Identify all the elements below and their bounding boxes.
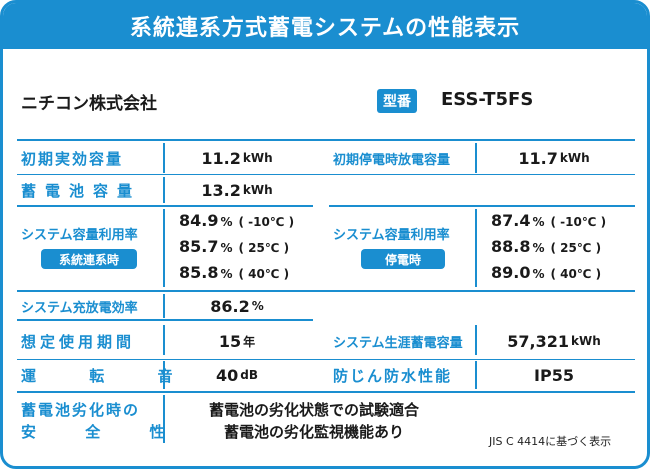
safety-value-line1: 蓄電池の劣化状態での試験適合 xyxy=(208,401,419,419)
noise-unit: dB xyxy=(240,368,258,382)
initial-outage-capacity-unit: kWh xyxy=(559,151,590,165)
divider-row1 xyxy=(17,174,635,175)
lifetime-storage-number: 57,321 xyxy=(507,331,569,351)
pct-value: 87.4 xyxy=(491,211,531,230)
safety-label-line2: 安 全 性 xyxy=(21,422,187,441)
utilization-grid-entry: 84.9% ( -10℃ ) xyxy=(179,211,294,230)
waterproof-label: 防じん防水性能 xyxy=(333,366,453,385)
utilization-outage-entry: 88.8% ( 25℃ ) xyxy=(491,237,601,256)
pct-value: 84.9 xyxy=(179,211,219,230)
initial-capacity-unit: kWh xyxy=(242,151,273,165)
battery-capacity-number: 13.2 xyxy=(201,180,241,200)
pct-unit: % xyxy=(532,241,545,255)
expected-period-value: 15 年 xyxy=(167,325,307,357)
pct-value: 89.0 xyxy=(491,263,531,282)
divider-row2-left xyxy=(17,205,313,207)
safety-value: 蓄電池の劣化状態での試験適合 蓄電池の劣化監視機能あり xyxy=(179,399,449,443)
vdivider xyxy=(475,361,477,389)
pct-unit: % xyxy=(220,215,233,229)
utilization-outage-entry: 87.4% ( -10℃ ) xyxy=(491,211,606,230)
noise-number: 40 xyxy=(215,365,239,385)
vdivider xyxy=(163,294,165,318)
vdivider xyxy=(163,143,165,173)
pct-value: 88.8 xyxy=(491,237,531,256)
temp-condition: ( 40℃ ) xyxy=(550,267,602,281)
vdivider xyxy=(163,395,165,443)
efficiency-value: 86.2% xyxy=(167,293,307,319)
initial-outage-capacity-value: 11.7 kWh xyxy=(479,143,629,173)
divider-row5 xyxy=(17,359,635,360)
model-label-badge: 型番 xyxy=(377,89,417,113)
vdivider xyxy=(163,177,165,203)
divider-top xyxy=(17,139,635,141)
battery-capacity-unit: kWh xyxy=(242,183,273,197)
vdivider xyxy=(163,325,165,355)
divider-row6 xyxy=(17,391,635,393)
initial-outage-capacity-label: 初期停電時放電容量 xyxy=(333,152,451,168)
noise-value: 40 dB xyxy=(167,361,307,389)
expected-period-number: 15 xyxy=(218,331,242,351)
manufacturer-name: ニチコン株式会社 xyxy=(21,94,157,114)
divider-row4 xyxy=(17,319,313,321)
battery-capacity-value: 13.2 kWh xyxy=(167,176,307,204)
expected-period-label: 想定使用期間 xyxy=(21,332,136,351)
safety-label-line1: 蓄電池劣化時の xyxy=(21,400,141,419)
initial-outage-capacity-number: 11.7 xyxy=(518,148,558,168)
noise-label: 運 転 音 xyxy=(21,366,197,385)
utilization-grid-label: システム容量利用率 xyxy=(21,227,138,243)
vdivider xyxy=(475,325,477,355)
vdivider xyxy=(163,209,165,287)
lifetime-storage-value: 57,321 kWh xyxy=(479,325,629,357)
temp-condition: ( 40℃ ) xyxy=(238,267,290,281)
initial-capacity-label: 初期実効容量 xyxy=(21,149,124,168)
lifetime-storage-unit: kWh xyxy=(570,334,601,348)
utilization-outage-label: システム容量利用率 xyxy=(333,227,450,243)
pct-value: 85.8 xyxy=(179,263,219,282)
temp-condition: ( -10℃ ) xyxy=(238,215,295,229)
vdivider xyxy=(475,209,477,287)
temp-condition: ( -10℃ ) xyxy=(550,215,607,229)
pct-unit: % xyxy=(532,267,545,281)
efficiency-unit: % xyxy=(251,299,264,313)
utilization-grid-entry: 85.7% ( 25℃ ) xyxy=(179,237,289,256)
vdivider xyxy=(475,143,477,173)
vdivider xyxy=(163,361,165,389)
utilization-outage-entry: 89.0% ( 40℃ ) xyxy=(491,263,601,282)
jis-footnote: JIS C 4414に基づく表示 xyxy=(489,435,612,448)
safety-value-line2: 蓄電池の劣化監視機能あり xyxy=(223,423,404,441)
pct-unit: % xyxy=(220,241,233,255)
outage-badge: 停電時 xyxy=(361,249,445,269)
utilization-grid-entry: 85.8% ( 40℃ ) xyxy=(179,263,289,282)
page-title: 系統連系方式蓄電システムの性能表示 xyxy=(3,3,647,49)
lifetime-storage-label: システム生涯蓄電容量 xyxy=(333,335,463,351)
initial-capacity-value: 11.2 kWh xyxy=(167,143,307,173)
efficiency-number: 86.2 xyxy=(210,296,250,316)
battery-capacity-label: 蓄電池容量 xyxy=(21,181,142,200)
waterproof-value: IP55 xyxy=(534,365,574,385)
divider-row2-right xyxy=(329,205,635,207)
temp-condition: ( 25℃ ) xyxy=(550,241,602,255)
grid-tied-badge: 系統連系時 xyxy=(41,249,137,269)
efficiency-label: システム充放電効率 xyxy=(21,300,138,316)
initial-capacity-number: 11.2 xyxy=(201,148,241,168)
temp-condition: ( 25℃ ) xyxy=(238,241,290,255)
pct-unit: % xyxy=(220,267,233,281)
pct-value: 85.7 xyxy=(179,237,219,256)
model-number: ESS-T5FS xyxy=(441,89,534,110)
divider-row3 xyxy=(17,290,635,292)
pct-unit: % xyxy=(532,215,545,229)
expected-period-unit: 年 xyxy=(243,334,256,349)
